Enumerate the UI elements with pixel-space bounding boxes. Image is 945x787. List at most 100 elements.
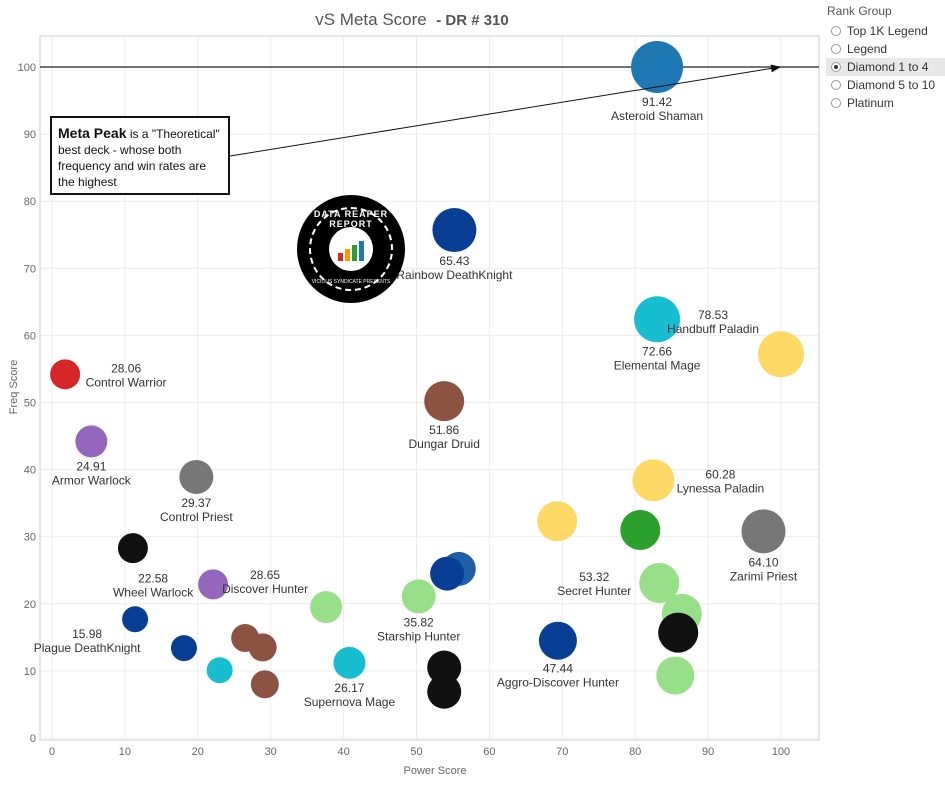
data-point[interactable] (639, 562, 680, 603)
radio-icon[interactable] (831, 80, 841, 90)
x-tick-label: 90 (702, 746, 714, 758)
data-point[interactable] (122, 606, 149, 633)
point-name-label: Control Priest (160, 510, 233, 524)
meta-peak-arrow (229, 64, 781, 157)
y-tick-label: 100 (18, 62, 36, 74)
data-point[interactable] (741, 509, 786, 554)
point-name-label: Lynessa Paladin (677, 481, 765, 495)
point-name-label: Wheel Warlock (113, 585, 194, 599)
data-point[interactable] (170, 635, 197, 662)
bar-chart-icon (329, 227, 373, 271)
point-name-label: Secret Hunter (557, 584, 631, 598)
logo-ring (309, 207, 393, 291)
x-tick-label: 60 (483, 746, 495, 758)
point-score-label: 15.98 (72, 627, 102, 641)
radio-icon[interactable] (831, 62, 841, 72)
data-point[interactable] (432, 208, 477, 253)
point-name-label: Handbuff Paladin (667, 322, 759, 336)
point-name-label: Starship Hunter (377, 629, 460, 643)
data-point[interactable] (424, 381, 465, 422)
data-point[interactable] (75, 425, 108, 458)
point-name-label: Asteroid Shaman (611, 109, 703, 123)
legend-title: Rank Group (827, 4, 892, 18)
point-name-label: Dungar Druid (409, 437, 480, 451)
x-tick-label: 20 (192, 746, 204, 758)
data-point[interactable] (631, 41, 684, 93)
point-score-label: 64.10 (748, 555, 778, 569)
data-point[interactable] (50, 359, 81, 390)
y-tick-label: 50 (24, 398, 36, 410)
legend-items: Top 1K Legend Legend Diamond 1 to 4 Diamond… (826, 22, 945, 112)
point-score-label: 29.37 (181, 496, 211, 510)
chart-title-main: vS Meta Score (315, 10, 427, 29)
data-point[interactable] (758, 331, 804, 378)
plot-frame (39, 35, 820, 741)
x-axis-label: Power Score (404, 765, 467, 777)
data-point[interactable] (117, 533, 148, 564)
point-score-label: 47.44 (543, 662, 573, 676)
data-point[interactable] (250, 670, 279, 699)
x-tick-label: 10 (119, 746, 131, 758)
radio-icon[interactable] (831, 26, 841, 36)
data-point[interactable] (656, 656, 695, 695)
legend-option-label: Legend (847, 42, 888, 56)
data-point[interactable] (634, 296, 681, 343)
x-tick-label: 0 (49, 746, 55, 758)
point-name-label: Supernova Mage (304, 695, 396, 709)
point-name-label: Elemental Mage (614, 358, 701, 372)
data-point[interactable] (430, 556, 465, 591)
callout-text: is a "Theoretical" best deck - whose bot… (58, 127, 220, 189)
x-tick-label: 30 (265, 746, 277, 758)
point-score-label: 65.43 (439, 254, 469, 268)
logo-bottom-text: VICIOUS SYNDICATE PRESENTS (311, 279, 391, 285)
data-point[interactable] (658, 612, 699, 653)
y-tick-label: 0 (30, 733, 36, 745)
radio-icon[interactable] (831, 98, 841, 108)
x-tick-label: 70 (556, 746, 568, 758)
rank-group-legend: Rank Group Top 1K Legend Legend Diamond 1 … (826, 2, 945, 112)
x-tick-label: 40 (337, 746, 349, 758)
data-point[interactable] (427, 674, 462, 709)
legend-option[interactable]: Diamond 1 to 4 (826, 58, 945, 76)
data-point[interactable] (620, 509, 661, 550)
chart-title: vS Meta Score - DR # 310 (315, 10, 509, 29)
legend-option[interactable]: Diamond 5 to 10 (826, 76, 945, 94)
x-tick-label: 50 (410, 746, 422, 758)
data-point[interactable] (537, 501, 578, 542)
data-point[interactable] (632, 459, 675, 502)
y-tick-label: 20 (24, 599, 36, 611)
radio-icon[interactable] (831, 44, 841, 54)
legend-option[interactable]: Platinum (826, 94, 945, 112)
point-name-label: Discover Hunter (222, 582, 308, 596)
point-score-label: 35.82 (404, 615, 434, 629)
y-tick-label: 40 (24, 465, 36, 477)
meta-peak-callout: Meta Peak is a "Theoretical" best deck -… (50, 116, 230, 195)
point-score-label: 28.65 (250, 568, 280, 582)
point-name-label: Armor Warlock (52, 473, 132, 487)
point-score-label: 28.06 (111, 361, 141, 375)
scatter-chart: vS Meta Score - DR # 310 0 10 20 30 40 50 60 70… (8, 10, 820, 777)
point-name-label: Zarimi Priest (730, 569, 798, 583)
data-point[interactable] (206, 657, 233, 684)
point-score-label: 51.86 (429, 423, 459, 437)
data-point[interactable] (310, 591, 343, 624)
chart-title-subtitle: - DR # 310 (436, 12, 509, 29)
data-point[interactable] (198, 569, 229, 600)
y-tick-label: 60 (24, 330, 36, 342)
legend-option[interactable]: Top 1K Legend (826, 22, 945, 40)
data-point[interactable] (248, 633, 277, 662)
legend-option[interactable]: Legend (826, 40, 945, 58)
data-point[interactable] (427, 650, 462, 685)
data-point[interactable] (333, 646, 366, 679)
callout-bold: Meta Peak (58, 125, 127, 141)
data-point[interactable] (179, 459, 214, 494)
point-score-label: 24.91 (76, 459, 106, 473)
y-tick-label: 90 (24, 129, 36, 141)
data-point[interactable] (538, 621, 577, 660)
legend-option-label: Diamond 5 to 10 (847, 78, 936, 92)
legend-option-label: Platinum (847, 96, 894, 110)
point-score-label: 72.66 (642, 344, 672, 358)
data-point[interactable] (401, 579, 436, 614)
y-tick-label: 70 (24, 263, 36, 275)
point-name-label: Aggro-Discover Hunter (497, 676, 619, 690)
